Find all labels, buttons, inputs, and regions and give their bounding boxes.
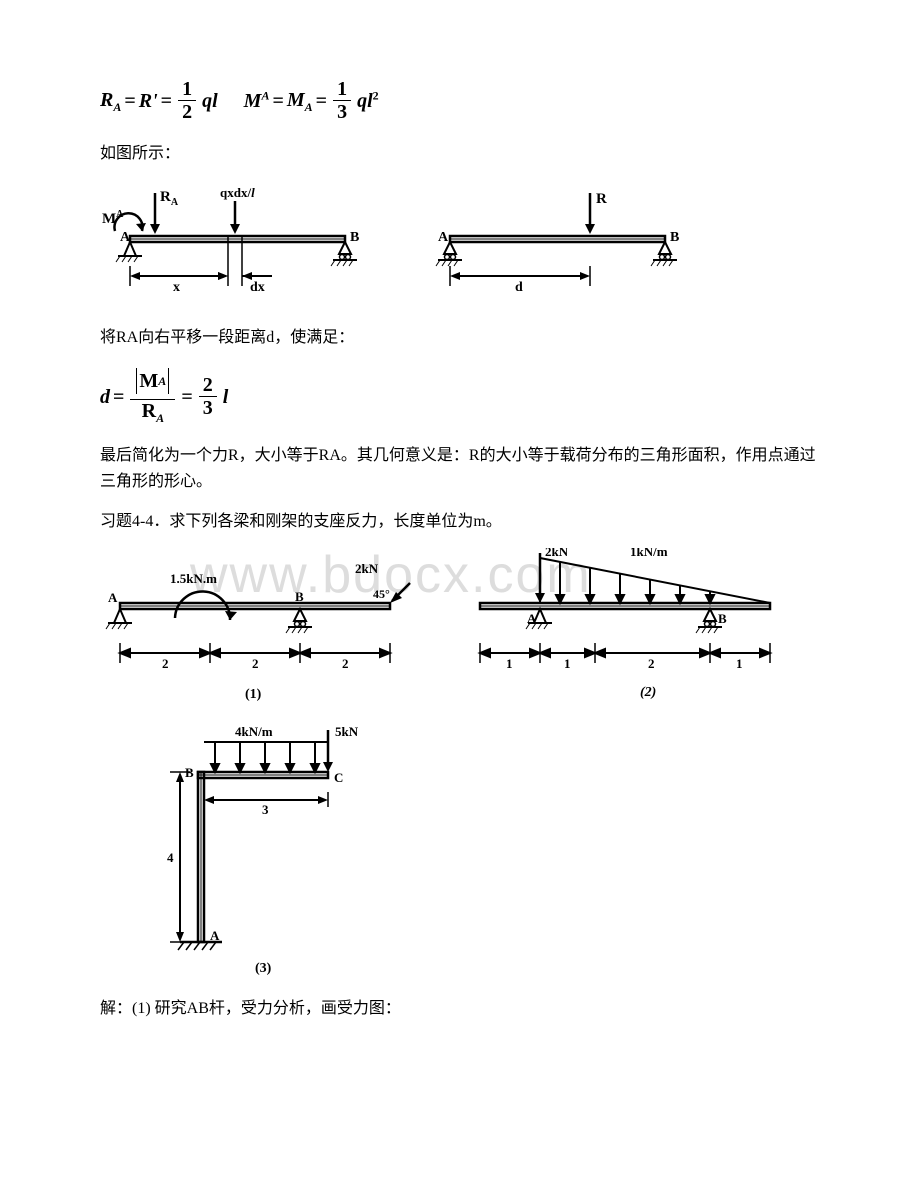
label-2kn-b: 2kN: [545, 548, 569, 559]
equation-2: d = MA RA = 23 l: [100, 368, 820, 425]
svg-text:1: 1: [564, 656, 571, 671]
diagram-row-3: 4kN/m 5kN B C A 3: [100, 722, 820, 982]
diagram-row-1: A B RA MA: [100, 181, 820, 311]
svg-text:3: 3: [262, 802, 269, 817]
svg-text:B: B: [718, 611, 727, 626]
paragraph-1: 如图所示：: [100, 141, 820, 167]
svg-text:B: B: [295, 589, 304, 604]
label-sub-2: (2): [640, 685, 656, 700]
label-R: R: [596, 191, 607, 207]
svg-text:2: 2: [648, 656, 655, 671]
label-1knm: 1kN/m: [630, 548, 668, 559]
label-MA: MA: [102, 209, 124, 227]
label-2kN: 2kN: [355, 561, 379, 576]
paragraph-3: 最后简化为一个力R，大小等于RA。其几何意义是：R的大小等于载荷分布的三角形面积…: [100, 443, 820, 494]
label-B: B: [350, 230, 359, 245]
label-5kn: 5kN: [335, 724, 359, 739]
label-qxdx: qxdx/l: [220, 185, 255, 200]
diagram-problem-1: A B 1.5kN.m 2kN 45°: [100, 548, 420, 708]
label-4knm: 4kN/m: [235, 724, 273, 739]
svg-text:2: 2: [252, 656, 259, 671]
diagram-row-2: www.bdocx.com A B 1.5kN.m 2kN 45: [100, 548, 820, 708]
svg-text:4: 4: [167, 850, 174, 865]
label-sub-1: (1): [245, 687, 262, 702]
paragraph-2: 将RA向右平移一段距离d，使满足：: [100, 325, 820, 351]
label-moment: 1.5kN.m: [170, 571, 217, 586]
svg-text:C: C: [334, 770, 343, 785]
svg-text:2: 2: [342, 656, 349, 671]
diagram-problem-3: 4kN/m 5kN B C A 3: [140, 722, 380, 982]
label-dx: dx: [250, 280, 265, 295]
label-45: 45°: [373, 587, 390, 601]
diagram-beam-right: A B R: [420, 181, 700, 311]
paragraph-5: 解：(1) 研究AB杆，受力分析，画受力图：: [100, 996, 820, 1022]
svg-text:A: A: [108, 590, 118, 605]
label-sub-3: (3): [255, 961, 272, 976]
equation-1: RA = R' = 12 ql MA = MA = 13 ql2: [100, 78, 820, 123]
diagram-beam-left: A B RA MA: [100, 181, 380, 311]
svg-text:1: 1: [736, 656, 743, 671]
diagram-problem-2: 1kN/m 2kN A B: [460, 548, 800, 708]
svg-text:A: A: [438, 230, 449, 245]
label-d: d: [515, 280, 523, 295]
svg-text:B: B: [670, 230, 679, 245]
label-x: x: [173, 280, 180, 295]
svg-text:1: 1: [506, 656, 513, 671]
svg-text:2: 2: [162, 656, 169, 671]
label-RA: RA: [160, 189, 179, 208]
paragraph-4: 习题4-4．求下列各梁和刚架的支座反力，长度单位为m。: [100, 509, 820, 535]
